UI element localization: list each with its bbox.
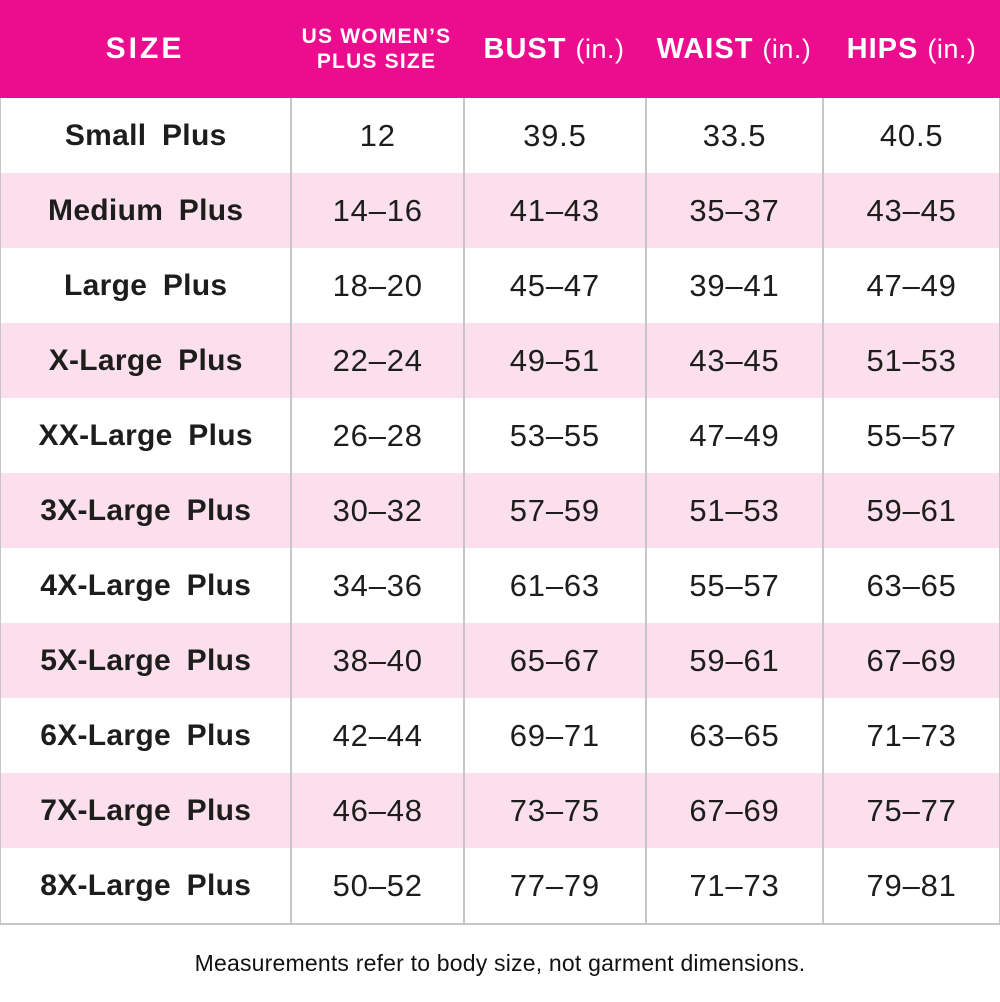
table-row: 6X-Large Plus 42–44 69–71 63–65 71–73	[1, 698, 999, 773]
cell-hips: 63–65	[822, 548, 999, 623]
hips-unit: (in.)	[927, 33, 977, 64]
cell-size: Small Plus	[64, 118, 227, 152]
cell-waist: 33.5	[644, 98, 823, 173]
cell-bust: 65–67	[463, 623, 645, 698]
cell-us-plus-size: 26–28	[290, 398, 463, 473]
cell-hips: 51–53	[822, 323, 999, 398]
cell-us-plus-size: 38–40	[290, 623, 463, 698]
table-body: Small Plus 12 39.5 33.5 40.5 Medium Plus 14–16…	[0, 98, 1000, 925]
cell-bust: 77–79	[463, 848, 645, 923]
cell-size: Large Plus	[64, 268, 228, 302]
cell-hips: 71–73	[822, 698, 999, 773]
cell-hips: 79–81	[822, 848, 999, 923]
table-header: SIZE US WOMEN’S PLUS SIZE BUST (in.) WAI…	[0, 0, 1000, 98]
footer-note: Measurements refer to body size, not gar…	[194, 950, 806, 976]
cell-size: 5X-Large Plus	[40, 643, 252, 677]
cell-waist: 55–57	[644, 548, 823, 623]
cell-hips: 59–61	[822, 473, 999, 548]
cell-waist: 43–45	[644, 323, 823, 398]
cell-bust: 69–71	[463, 698, 645, 773]
column-header-hips: HIPS (in.)	[823, 0, 1000, 98]
cell-us-plus-size: 30–32	[290, 473, 463, 548]
table-row: 8X-Large Plus 50–52 77–79 71–73 79–81	[1, 848, 999, 923]
us-plus-size-line1: US WOMEN’S	[301, 24, 452, 48]
cell-waist: 39–41	[644, 248, 823, 323]
cell-bust: 39.5	[463, 98, 645, 173]
table-row: XX-Large Plus 26–28 53–55 47–49 55–57	[1, 398, 999, 473]
cell-size: 8X-Large Plus	[40, 868, 252, 902]
cell-us-plus-size: 34–36	[290, 548, 463, 623]
cell-waist: 35–37	[644, 173, 823, 248]
cell-waist: 47–49	[644, 398, 823, 473]
cell-us-plus-size: 18–20	[290, 248, 463, 323]
table-row: 7X-Large Plus 46–48 73–75 67–69 75–77	[1, 773, 999, 848]
cell-us-plus-size: 42–44	[290, 698, 463, 773]
table-row: 4X-Large Plus 34–36 61–63 55–57 63–65	[1, 548, 999, 623]
cell-waist: 67–69	[644, 773, 823, 848]
table-row: Medium Plus 14–16 41–43 35–37 43–45	[1, 173, 999, 248]
cell-hips: 47–49	[822, 248, 999, 323]
table-row: 5X-Large Plus 38–40 65–67 59–61 67–69	[1, 623, 999, 698]
cell-bust: 57–59	[463, 473, 645, 548]
cell-bust: 49–51	[463, 323, 645, 398]
table-row: X-Large Plus 22–24 49–51 43–45 51–53	[1, 323, 999, 398]
bust-label: BUST	[483, 32, 567, 65]
hips-label: HIPS	[846, 32, 919, 65]
column-header-bust: BUST (in.)	[463, 0, 645, 98]
table-row: Large Plus 18–20 45–47 39–41 47–49	[1, 248, 999, 323]
cell-bust: 41–43	[463, 173, 645, 248]
cell-bust: 45–47	[463, 248, 645, 323]
cell-bust: 61–63	[463, 548, 645, 623]
column-header-size: SIZE	[105, 32, 185, 65]
cell-bust: 73–75	[463, 773, 645, 848]
cell-hips: 43–45	[822, 173, 999, 248]
cell-us-plus-size: 12	[290, 98, 463, 173]
column-header-waist: WAIST (in.)	[645, 0, 823, 98]
table-row: Small Plus 12 39.5 33.5 40.5	[1, 98, 999, 173]
cell-hips: 67–69	[822, 623, 999, 698]
cell-hips: 75–77	[822, 773, 999, 848]
cell-size: 7X-Large Plus	[40, 793, 252, 827]
us-plus-size-line2: PLUS SIZE	[316, 50, 437, 73]
cell-waist: 71–73	[644, 848, 823, 923]
waist-label: WAIST	[656, 32, 754, 65]
cell-bust: 53–55	[463, 398, 645, 473]
waist-unit: (in.)	[762, 33, 812, 64]
cell-waist: 51–53	[644, 473, 823, 548]
cell-hips: 55–57	[822, 398, 999, 473]
cell-waist: 63–65	[644, 698, 823, 773]
column-header-us-plus-size: US WOMEN’S PLUS SIZE	[290, 0, 463, 98]
cell-size: 4X-Large Plus	[40, 568, 252, 602]
bust-unit: (in.)	[575, 33, 625, 64]
cell-us-plus-size: 46–48	[290, 773, 463, 848]
cell-size: XX-Large Plus	[38, 418, 253, 452]
cell-hips: 40.5	[822, 98, 999, 173]
table-row: 3X-Large Plus 30–32 57–59 51–53 59–61	[1, 473, 999, 548]
cell-size: Medium Plus	[48, 193, 244, 227]
cell-us-plus-size: 14–16	[290, 173, 463, 248]
cell-size: 6X-Large Plus	[40, 718, 252, 752]
cell-waist: 59–61	[644, 623, 823, 698]
footer: Measurements refer to body size, not gar…	[0, 925, 1000, 1002]
cell-us-plus-size: 50–52	[290, 848, 463, 923]
cell-us-plus-size: 22–24	[290, 323, 463, 398]
cell-size: 3X-Large Plus	[40, 493, 252, 527]
cell-size: X-Large Plus	[48, 343, 243, 377]
